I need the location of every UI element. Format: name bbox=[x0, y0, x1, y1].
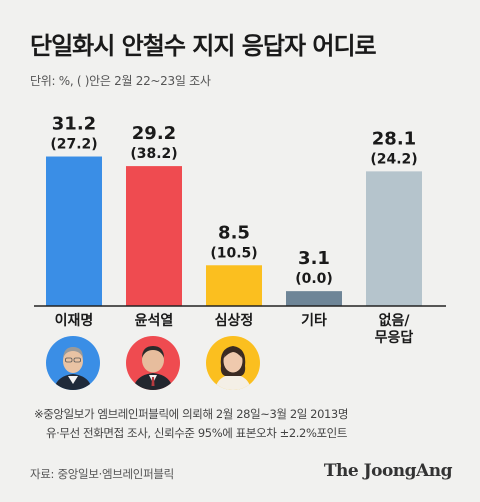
brand-logo: The JoongAng bbox=[323, 461, 453, 481]
bar bbox=[46, 156, 102, 306]
value-label: 29.2 bbox=[132, 123, 176, 144]
category-label: 심상정 bbox=[215, 312, 254, 329]
category-label: 이재명 bbox=[55, 312, 94, 329]
previous-value-label: (0.0) bbox=[295, 271, 333, 287]
category-label: 없음/ bbox=[379, 313, 411, 329]
footnote-line-2: 유·무선 전화면접 조사, 신뢰수준 95%에 표본오차 ±2.2%포인트 bbox=[46, 426, 348, 440]
bar-chart: 31.2 (27.2) 이재명 29.2 (38.2) 윤석열 8.5 (10.5) 심상정 3.… bbox=[34, 114, 446, 346]
bar bbox=[286, 291, 342, 306]
bar bbox=[126, 166, 182, 306]
previous-value-label: (38.2) bbox=[130, 146, 177, 162]
value-label: 28.1 bbox=[372, 128, 416, 149]
category-label: 윤석열 bbox=[135, 312, 174, 329]
bar bbox=[366, 171, 422, 306]
sim-sang-jeung-photo bbox=[206, 336, 260, 390]
unit-note: 단위: %, ( )안은 2월 22~23일 조사 bbox=[30, 74, 211, 88]
chart-title: 단일화시 안철수 지지 응답자 어디로 bbox=[30, 32, 377, 60]
lee-jae-myung-photo bbox=[46, 336, 100, 390]
category-label: 무응답 bbox=[375, 329, 414, 346]
category-label: 기타 bbox=[301, 313, 327, 329]
value-label: 31.2 bbox=[52, 114, 96, 135]
value-label: 8.5 bbox=[218, 222, 250, 243]
source-note: 자료: 중앙일보·엠브레인퍼블릭 bbox=[30, 467, 174, 481]
previous-value-label: (27.2) bbox=[50, 137, 97, 153]
previous-value-label: (24.2) bbox=[370, 151, 417, 167]
previous-value-label: (10.5) bbox=[210, 245, 257, 261]
footnote-line-1: ※중앙일보가 엠브레인퍼블릭에 의뢰해 2월 28일~3월 2일 2013명 bbox=[34, 407, 349, 421]
yoon-suk-yeol-photo bbox=[126, 336, 180, 390]
value-label: 3.1 bbox=[298, 248, 330, 269]
bar bbox=[206, 265, 262, 306]
